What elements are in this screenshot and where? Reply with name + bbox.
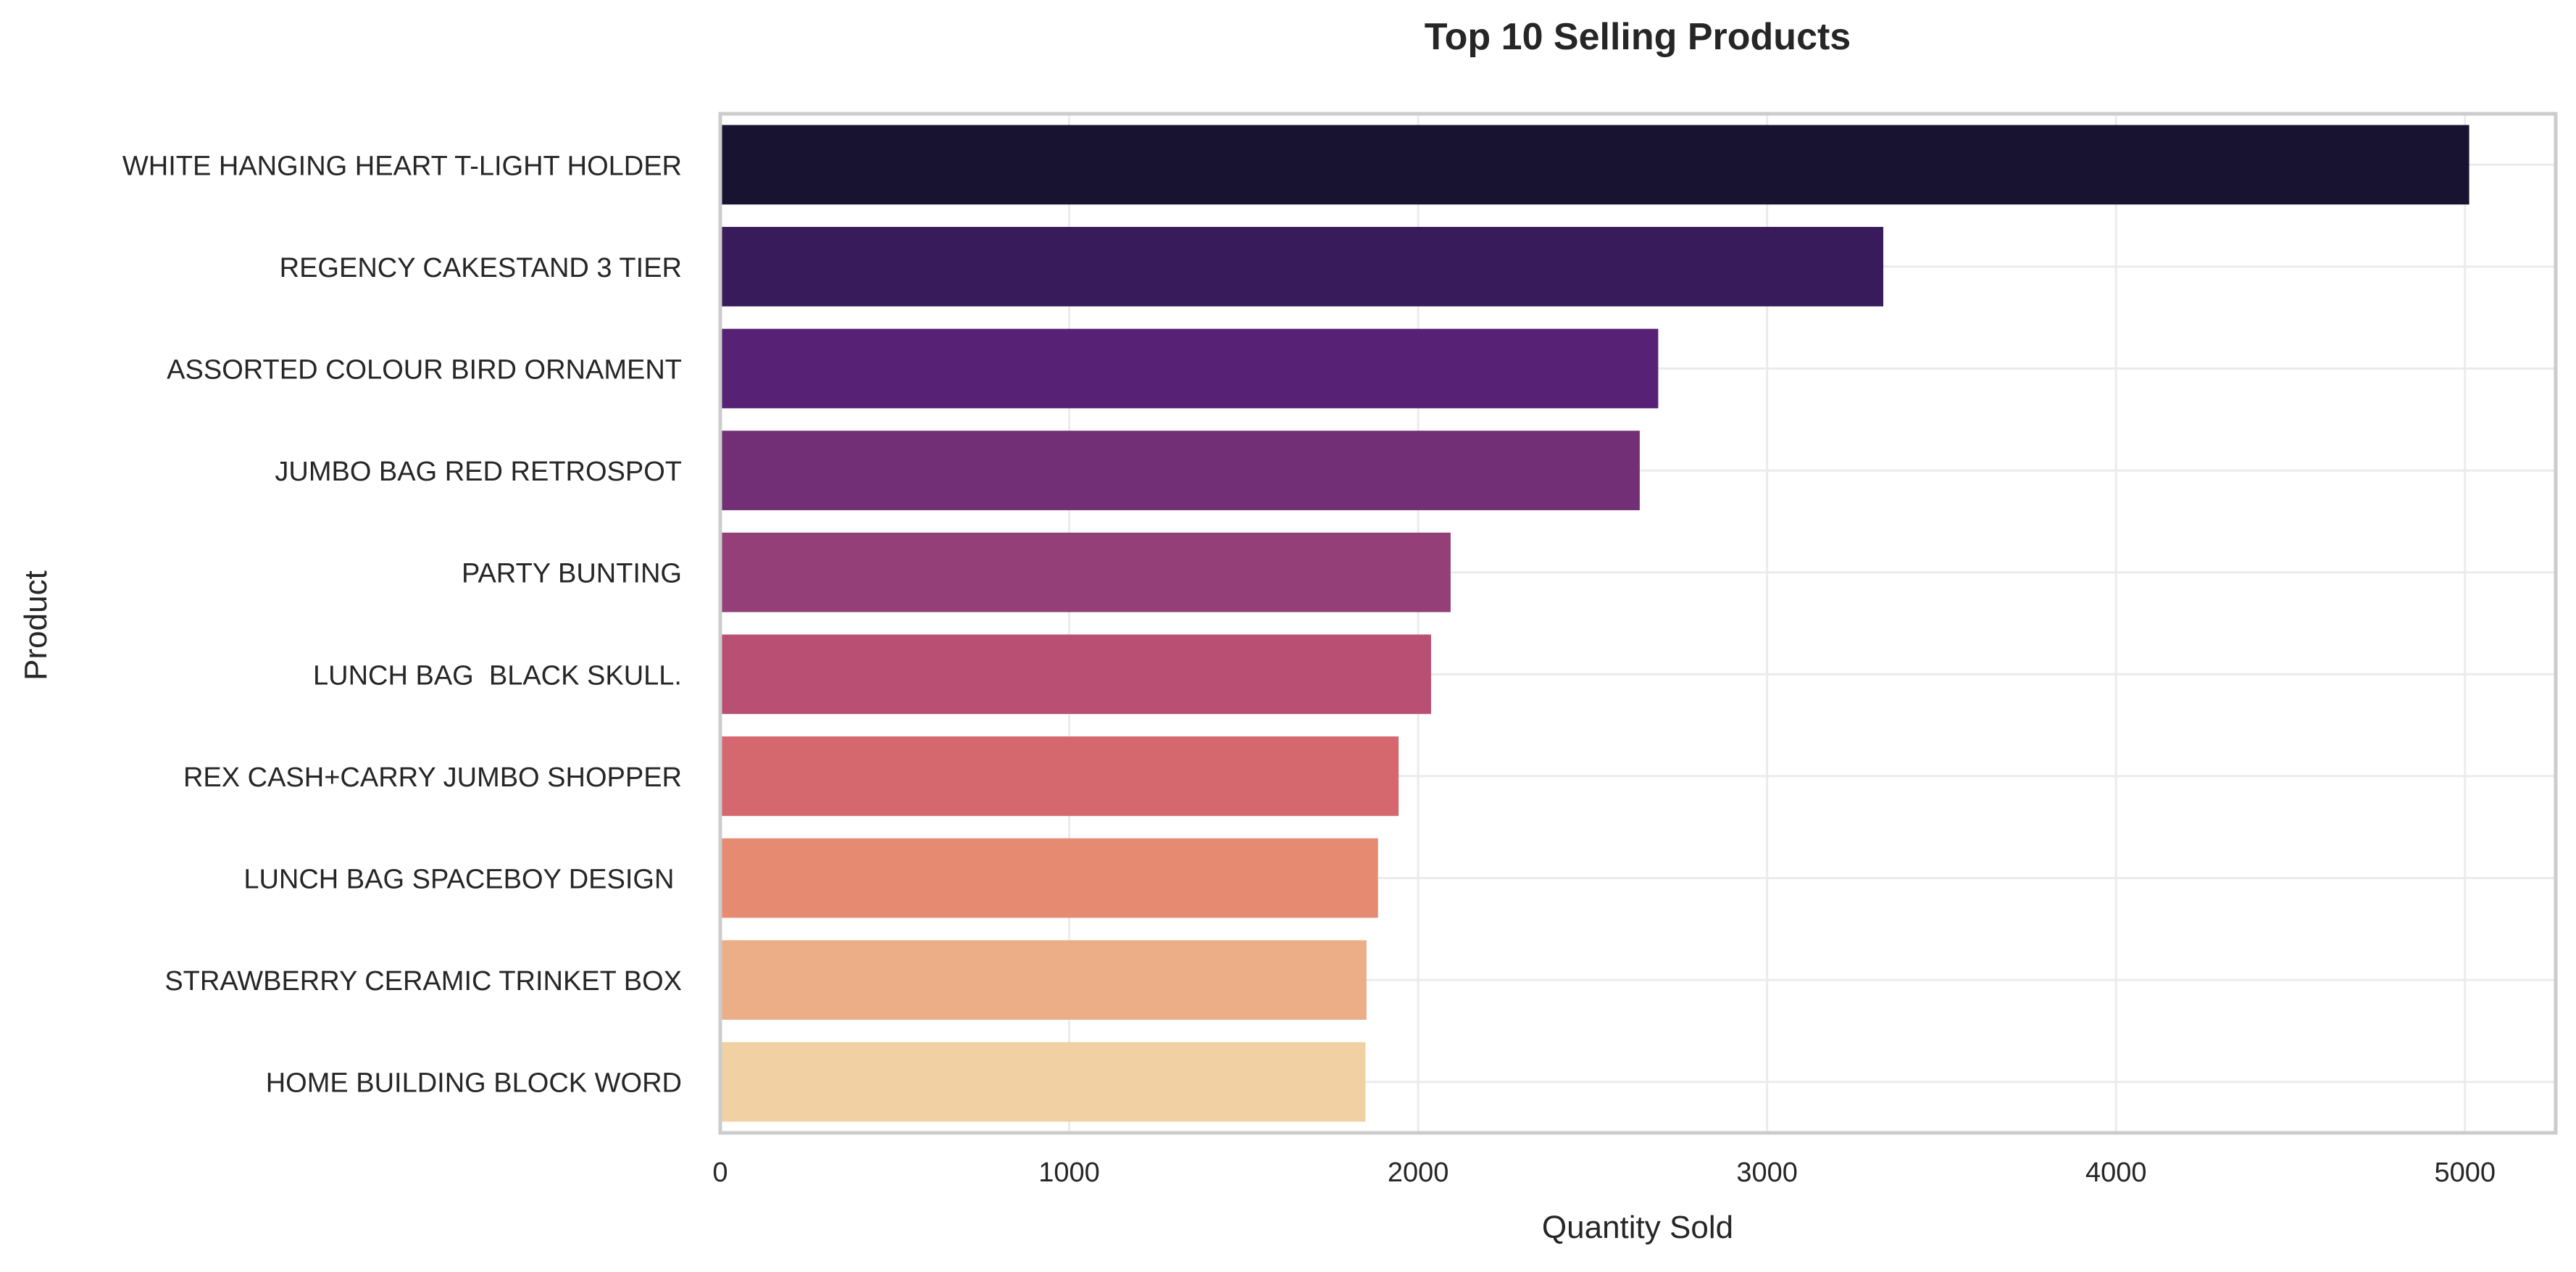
y-tick-label: WHITE HANGING HEART T-LIGHT HOLDER [122,151,682,181]
y-tick-label: HOME BUILDING BLOCK WORD [266,1068,682,1099]
y-tick-label: REGENCY CAKESTAND 3 TIER [280,253,682,283]
x-tick-label: 4000 [2085,1157,2147,1188]
y-tick-label: LUNCH BAG BLACK SKULL. [313,660,682,691]
bar [720,940,1367,1020]
y-tick-label: STRAWBERRY CERAMIC TRINKET BOX [164,966,682,997]
bar [720,532,1451,612]
bar [720,328,1659,409]
bars [720,125,2469,1122]
y-tick-label: JUMBO BAG RED RETROSPOT [275,457,682,487]
plot-frame [718,112,2558,1135]
x-tick-label: 3000 [1736,1157,1798,1188]
x-tick-label: 0 [712,1157,728,1188]
y-tick-label: LUNCH BAG SPACEBOY DESIGN [243,865,682,895]
x-axis-label: Quantity Sold [1542,1210,1733,1245]
bar [720,125,2469,205]
bar [720,1042,1366,1122]
bar [720,634,1431,715]
y-tick-labels: WHITE HANGING HEART T-LIGHT HOLDER REGENC… [122,151,682,1098]
y-tick-label: PARTY BUNTING [462,559,682,589]
bar [720,838,1378,918]
bar [720,736,1399,816]
y-axis-label: Product [18,570,54,681]
x-tick-label: 5000 [2435,1157,2496,1188]
bar [720,227,1884,307]
y-tick-label: REX CASH+CARRY JUMBO SHOPPER [183,762,682,793]
x-tick-label: 2000 [1388,1157,1449,1188]
x-tick-label: 1000 [1038,1157,1100,1188]
bar [720,431,1640,510]
y-tick-label: ASSORTED COLOUR BIRD ORNAMENT [167,355,682,386]
x-tick-labels: 0 1000 2000 3000 4000 5000 [712,1157,2496,1188]
chart-title: Top 10 Selling Products [1425,16,1851,58]
